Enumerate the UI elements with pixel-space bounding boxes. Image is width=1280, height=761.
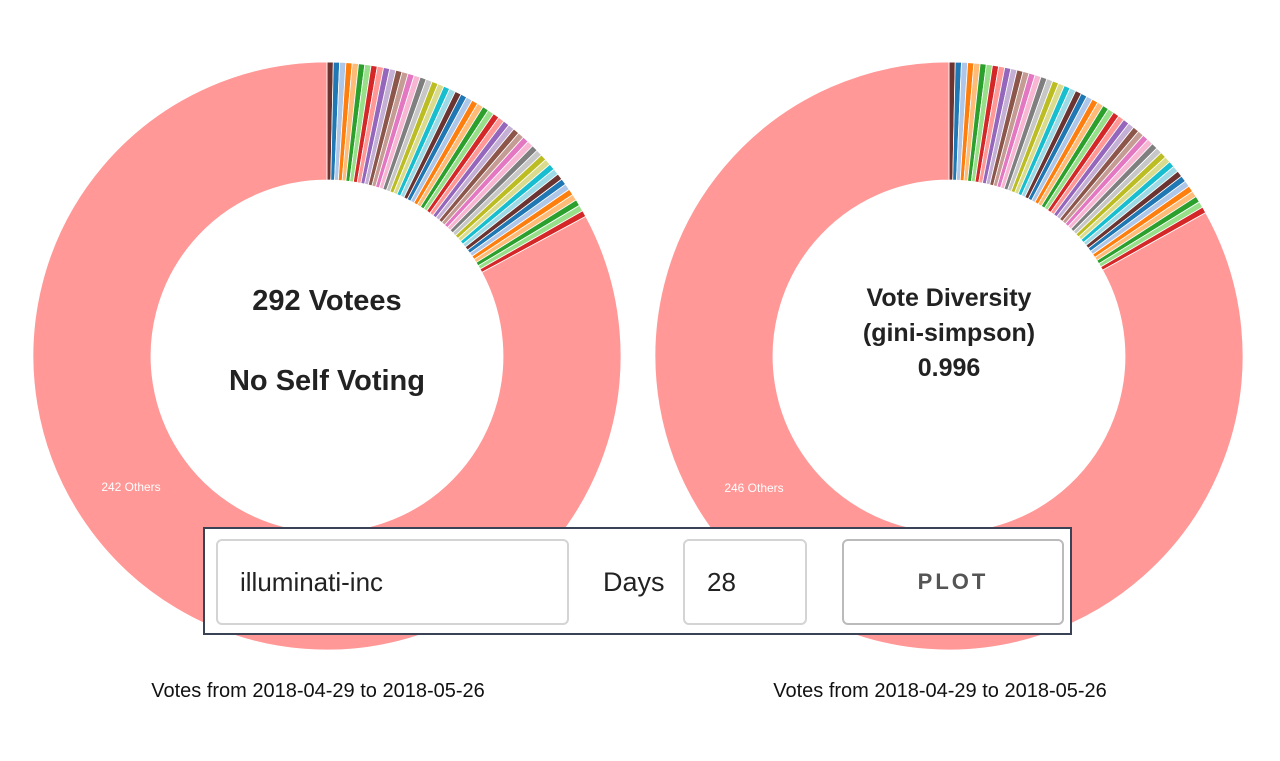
others-slice-label: 242 Others: [101, 480, 160, 494]
others-slice-label: 246 Others: [724, 481, 783, 495]
chart-title-line-1: 292 Votees: [252, 285, 401, 317]
donut-chart-diversity: Vote Diversity (gini-simpson) 0.996 246 …: [654, 61, 1244, 702]
donut-chart-votees: 292 Votees No Self Voting 242 Others Vot…: [32, 61, 622, 702]
plot-controls-panel: Days PLOT: [203, 527, 1072, 635]
username-input[interactable]: [216, 539, 569, 625]
days-input[interactable]: [683, 539, 807, 625]
date-range-caption: Votes from 2018-04-29 to 2018-05-26: [773, 680, 1107, 702]
chart-title-line-1: Vote Diversity: [867, 284, 1032, 312]
days-label: Days: [603, 567, 665, 597]
date-range-caption: Votes from 2018-04-29 to 2018-05-26: [151, 680, 485, 702]
chart-title-line-2: (gini-simpson): [863, 319, 1035, 347]
chart-title-line-3: No Self Voting: [229, 365, 425, 397]
plot-button[interactable]: PLOT: [842, 539, 1064, 625]
chart-title-line-3: 0.996: [918, 354, 981, 382]
